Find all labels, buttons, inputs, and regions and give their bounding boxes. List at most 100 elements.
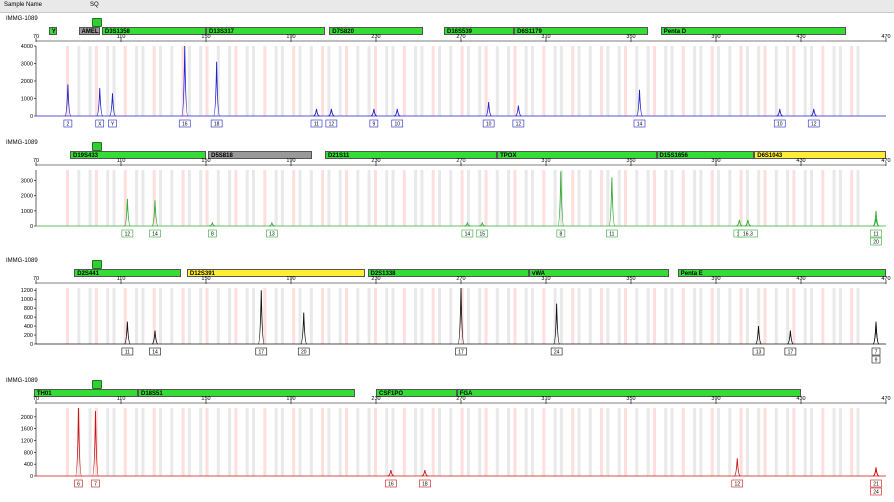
sample-label: IMMG-1089 <box>6 16 38 22</box>
marker-d15s1656[interactable]: D15S1656 <box>656 151 755 159</box>
marker-d6s1179[interactable]: D6S1179 <box>514 27 648 35</box>
allele-call-label: 11 <box>314 122 319 128</box>
allele-bin <box>681 170 685 226</box>
marker-tpox[interactable]: TPOX <box>497 151 657 159</box>
allele-bin <box>681 408 685 476</box>
allele-call-box <box>633 119 646 128</box>
marker-d12s391[interactable]: D12S391 <box>186 269 366 277</box>
allele-bin <box>524 288 528 344</box>
marker-d16s539[interactable]: D16S539 <box>444 27 515 35</box>
x-tick-label: 390 <box>711 396 720 402</box>
peak <box>810 108 817 117</box>
panel-status-button[interactable] <box>92 260 102 269</box>
allele-bin <box>367 170 371 226</box>
allele-bin <box>838 288 842 344</box>
allele-bin <box>774 46 778 116</box>
allele-bin <box>699 46 703 116</box>
allele-call-label: 12 <box>516 122 522 128</box>
x-tick-label: 390 <box>711 158 720 164</box>
marker-vwa[interactable]: vWA <box>529 269 670 277</box>
allele-bin <box>385 170 389 226</box>
peak <box>736 219 743 227</box>
marker-d6s1043[interactable]: D6S1043 <box>754 151 886 159</box>
peak <box>370 108 377 117</box>
allele-bin <box>181 288 185 344</box>
allele-bin <box>345 46 348 116</box>
allele-bin <box>298 408 302 476</box>
marker-d5s818[interactable]: D5S818 <box>208 151 313 159</box>
marker-d21s11[interactable]: D21S11 <box>325 151 498 159</box>
allele-bin <box>187 408 191 476</box>
panel-status-button[interactable] <box>92 142 102 151</box>
marker-d2s441[interactable]: D2S441 <box>74 269 181 277</box>
allele-bin <box>77 46 81 116</box>
allele-bin <box>135 46 139 116</box>
sample-label: IMMG-1089 <box>6 140 38 146</box>
marker-d18s51[interactable]: D18S51 <box>138 389 355 397</box>
allele-bin <box>681 288 685 344</box>
marker-fga[interactable]: FGA <box>456 389 801 397</box>
allele-bin <box>652 46 656 116</box>
allele-bin <box>495 170 499 226</box>
allele-call-box <box>773 119 786 128</box>
allele-bin <box>135 408 139 476</box>
marker-d7s820[interactable]: D7S820 <box>329 27 423 35</box>
allele-call-box <box>556 229 566 238</box>
x-tick-label: 470 <box>881 276 890 282</box>
allele-bin <box>123 46 127 116</box>
allele-bin <box>309 46 313 116</box>
allele-bin <box>438 46 441 116</box>
peak <box>457 287 465 345</box>
allele-bin <box>803 288 807 344</box>
allele-bin <box>745 170 749 226</box>
marker-penta-e[interactable]: Penta E <box>677 269 886 277</box>
allele-call-box <box>121 229 134 238</box>
allele-bin <box>152 170 156 226</box>
allele-bin <box>391 170 395 226</box>
allele-call-label: 12 <box>811 122 817 128</box>
allele-bin <box>559 408 563 476</box>
marker-th01[interactable]: TH01 <box>33 389 138 397</box>
x-tick-label: 70 <box>33 396 39 402</box>
allele-bin <box>484 408 488 476</box>
allele-call-box <box>870 237 882 246</box>
allele-call-label: 15 <box>479 232 485 238</box>
allele-bin <box>205 170 209 226</box>
allele-bin <box>571 46 575 116</box>
allele-bin <box>112 408 116 476</box>
allele-bin <box>112 288 116 344</box>
allele-bin <box>571 288 575 344</box>
allele-bin <box>577 46 581 116</box>
marker-d19s433[interactable]: D19S433 <box>70 151 206 159</box>
marker-d13s317[interactable]: D13S317 <box>206 27 325 35</box>
allele-bin <box>292 46 296 116</box>
peak <box>872 467 880 477</box>
panel-status-button[interactable] <box>92 18 102 27</box>
allele-bin <box>356 46 360 116</box>
y-tick-label: 3000 <box>21 62 33 68</box>
allele-bin <box>850 46 854 116</box>
allele-bin <box>717 288 720 344</box>
allele-bin <box>635 170 639 226</box>
marker-yfi-[interactable]: Yfi... <box>48 27 58 35</box>
marker-penta-d[interactable]: Penta D <box>660 27 846 35</box>
allele-bin <box>449 408 453 476</box>
allele-call-label: 14 <box>465 232 471 238</box>
marker-amel[interactable]: AMEL <box>78 27 100 35</box>
allele-bin <box>263 288 267 344</box>
y-tick-label: 0 <box>30 474 33 480</box>
panel-status-button[interactable] <box>92 380 102 389</box>
marker-d2s1338[interactable]: D2S1338 <box>367 269 529 277</box>
peak <box>421 470 428 477</box>
allele-bin <box>495 46 499 116</box>
allele-bin <box>745 46 749 116</box>
allele-call-label: 2 <box>66 122 69 128</box>
allele-bin <box>280 288 284 344</box>
marker-csf1po[interactable]: CSF1PO <box>376 389 457 397</box>
allele-call-label: 11 <box>873 232 878 238</box>
allele-bin <box>774 288 778 344</box>
allele-bin <box>280 46 284 116</box>
marker-d3s1358[interactable]: D3S1358 <box>101 27 206 35</box>
allele-bin <box>624 170 627 226</box>
